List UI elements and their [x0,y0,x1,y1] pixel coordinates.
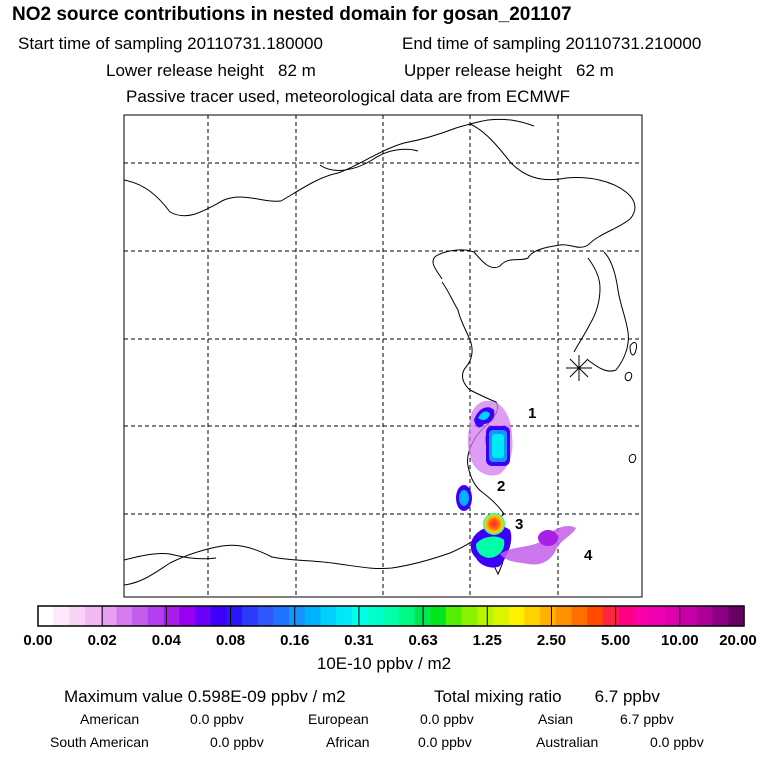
colorbar-segment [665,606,682,626]
colorbar-segment [179,606,196,626]
lower-release-height: Lower release height 82 m [106,61,316,80]
colorbar-segment [492,606,510,626]
colorbar-segment [445,606,463,626]
plume-region-1 [468,400,513,476]
colorbar-segment [430,606,447,626]
colorbar-segment [85,606,102,626]
colorbar-segment [320,606,337,626]
colorbar-segment [540,606,557,626]
chart-title: NO2 source contributions in nested domai… [12,4,572,25]
plume-region-4 [500,525,576,565]
colorbar-segment [681,606,698,626]
colorbar-tick-label: 0.02 [88,632,117,649]
receptor-marker-icon [566,355,592,381]
colorbar-segment [53,606,70,626]
colorbar-segment [477,606,494,626]
australian-value: 0.0 ppbv [650,734,704,750]
asian-label: Asian [538,711,574,727]
european-label: European [308,711,369,727]
south-american-value: 0.0 ppbv [210,734,264,750]
colorbar-tick-label: 0.63 [408,632,437,649]
colorbar-segment [336,606,353,626]
colorbar-tick-label: 0.31 [344,632,373,649]
colorbar-segment [69,606,86,626]
colorbar-segment [241,606,259,626]
colorbar-segment [194,606,212,626]
colorbar-segment [398,606,416,626]
colorbar-tick-label: 10.00 [661,632,699,649]
colorbar-segment [257,606,274,626]
colorbar-segment [289,606,306,626]
colorbar-segment [210,606,227,626]
colorbar-segment [461,606,478,626]
colorbar-segment [555,606,573,626]
colorbar-unit: 10E-10 ppbv / m2 [316,654,452,673]
colorbar-segment [351,606,369,626]
colorbar [38,606,745,626]
colorbar-segment [38,606,55,626]
european-value: 0.0 ppbv [420,711,474,727]
colorbar-segment [226,606,243,626]
asian-value: 6.7 ppbv [620,711,674,727]
region-label-2: 2 [497,478,505,495]
plume-region-2 [456,485,472,511]
colorbar-segment [712,606,729,626]
colorbar-segment [304,606,321,626]
american-value: 0.0 ppbv [190,711,244,727]
colorbar-tick-label: 0.00 [23,632,52,649]
colorbar-tick-label: 2.50 [537,632,566,649]
colorbar-segment [524,606,541,626]
colorbar-tick-label: 0.08 [216,632,245,649]
colorbar-segment [383,606,400,626]
colorbar-segment [696,606,714,626]
region-label-3: 3 [515,516,523,533]
upper-release-height: Upper release height 62 m [404,61,614,80]
colorbar-segment [728,606,745,626]
colorbar-segment [367,606,384,626]
african-label: African [326,734,370,750]
colorbar-segment [602,606,620,626]
colorbar-segment [147,606,165,626]
colorbar-segment [508,606,525,626]
colorbar-tick-label: 20.00 [719,632,757,649]
colorbar-segment [100,606,118,626]
plume-region-3 [470,513,512,568]
region-label-1: 1 [528,405,536,422]
colorbar-segment [571,606,588,626]
end-time: End time of sampling 20110731.210000 [402,34,702,53]
colorbar-tick-label: 0.16 [280,632,309,649]
graticule-lines [124,115,642,597]
african-value: 0.0 ppbv [418,734,472,750]
colorbar-segment [587,606,604,626]
colorbar-segment [163,606,180,626]
colorbar-tick-labels: 0.00 0.02 0.04 0.08 0.16 0.31 0.63 1.25 2.50 5.00… [23,606,757,649]
total-mixing-ratio: Total mixing ratio 6.7 ppbv [434,687,660,706]
south-american-label: South American [50,734,149,750]
colorbar-segment [132,606,149,626]
colorbar-tick-label: 0.04 [152,632,182,649]
colorbar-segment [116,606,133,626]
colorbar-segment [273,606,290,626]
australian-label: Australian [536,734,599,750]
american-label: American [80,711,140,727]
colorbar-tick-label: 5.00 [601,632,630,649]
start-time: Start time of sampling 20110731.180000 [18,34,323,53]
region-label-4: 4 [584,547,593,564]
colorbar-segment [634,606,651,626]
colorbar-segment [649,606,667,626]
colorbar-segment [618,606,635,626]
colorbar-tick-label: 1.25 [473,632,502,649]
maximum-value: Maximum value 0.598E-09 ppbv / m2 [64,687,346,706]
tracer-note: Passive tracer used, meteorological data… [126,87,571,106]
